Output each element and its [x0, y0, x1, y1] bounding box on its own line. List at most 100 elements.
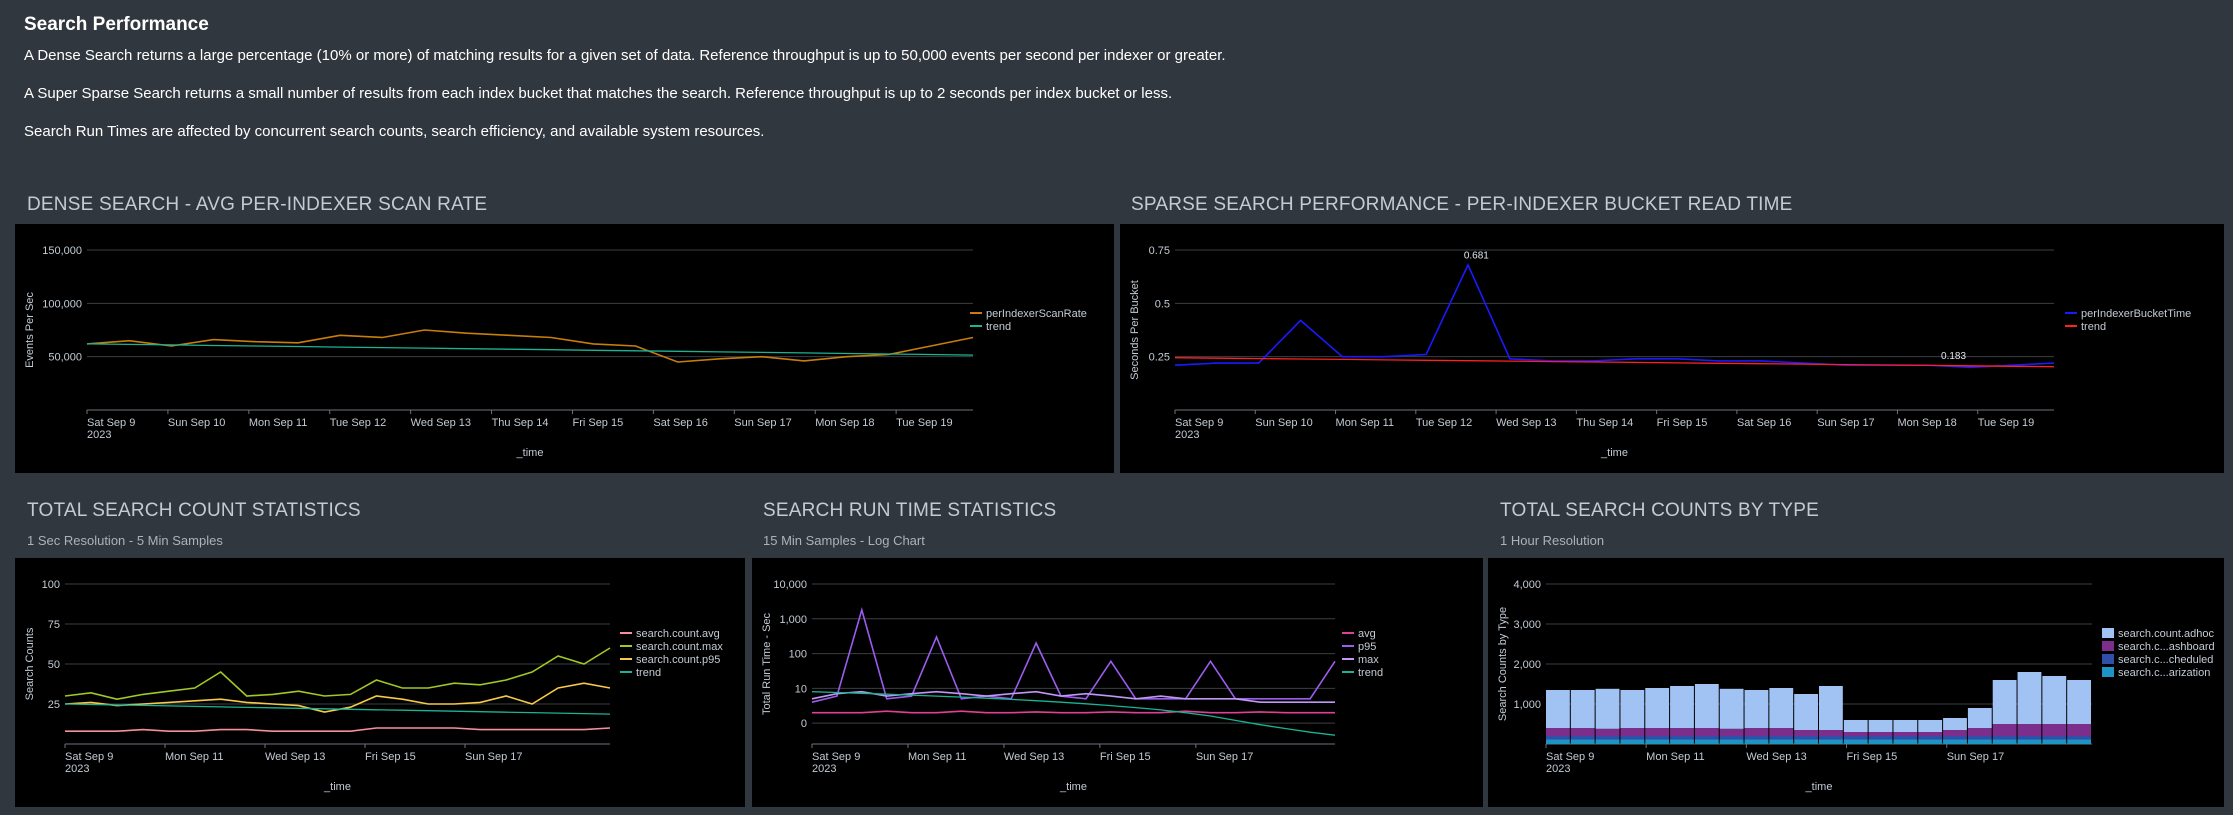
- series-line-search-count-avg: [65, 727, 611, 732]
- search-count-stats-chart[interactable]: 25 50 75 100 Sat Sep 9 Mon Sep 11 Wed Sep 13 Fr…: [15, 558, 745, 807]
- legend-swatch-search-count-adhoc: [2102, 628, 2114, 638]
- x-tick-label-sun-sep-17: Sun Sep 17: [734, 417, 792, 429]
- intro-paragraph-sparse: A Super Sparse Search returns a small nu…: [24, 85, 1173, 102]
- x-tick-label-sun-sep-17: Sun Sep 17: [1817, 417, 1875, 429]
- y-tick-label-100: 100: [42, 579, 60, 591]
- x-tick-label-mon-sep-18: Mon Sep 18: [1897, 417, 1956, 429]
- area-segment: [1570, 739, 1595, 744]
- search-counts-by-type-chart[interactable]: 1,000 2,000 3,000 4,000 Sat Sep 9 Mon Sep 11 W…: [1488, 558, 2224, 807]
- area-segment: [1794, 739, 1818, 744]
- y-tick-label-0-5: 0.5: [1155, 298, 1170, 310]
- area-segment: [1570, 736, 1595, 740]
- intro-paragraph-runtime: Search Run Times are affected by concurr…: [24, 123, 765, 140]
- series-line-search-count-p95: [64, 682, 611, 713]
- x-axis-title: _time: [516, 447, 544, 459]
- legend-label-search-c-ashboard: search.c...ashboard: [2118, 641, 2215, 653]
- x-tick-label-sun-sep-10: Sun Sep 10: [168, 417, 226, 429]
- area-segment: [1694, 739, 1719, 744]
- sparse-bucket-time-chart[interactable]: 0.25 0.5 0.75 Sat Sep 9 Sun Sep 10 Mon Sep 11…: [1120, 224, 2224, 473]
- series-line-avg: [812, 710, 1335, 714]
- series-line-trend: [811, 691, 1336, 736]
- x-tick-label-mon-sep-11: Mon Sep 11: [165, 751, 224, 763]
- chart-panel-search-counts-by-type[interactable]: 1,000 2,000 3,000 4,000 Sat Sep 9 Mon Sep 11 W…: [1488, 558, 2224, 807]
- y-tick-label-3-000: 3,000: [1513, 619, 1541, 631]
- chart-panel-sparse-bucket-time[interactable]: 0.25 0.5 0.75 Sat Sep 9 Sun Sep 10 Mon Sep 11…: [1120, 224, 2224, 473]
- legend-label-trend: trend: [986, 321, 1011, 333]
- data-label-0-681: 0.681: [1464, 251, 1489, 262]
- area-segment: [1570, 690, 1595, 728]
- panel-title-sparse-bucket-time: SPARSE SEARCH PERFORMANCE - PER-INDEXER …: [1131, 194, 1793, 215]
- series-line-p95: [811, 606, 1336, 703]
- dashboard-intro: Search Performance A Dense Search return…: [24, 14, 2204, 162]
- area-segment: [1868, 739, 1893, 744]
- area-segment: [1943, 736, 1967, 740]
- y-tick-label-50: 50: [48, 659, 60, 671]
- dense-scan-rate-chart[interactable]: 50,000 100,000 150,000 Sat Sep 9 Sun Sep 10 M…: [15, 224, 1114, 473]
- y-axis-title: Search Counts by Type: [1497, 607, 1509, 721]
- legend-label-search-c-arization: search.c...arization: [2118, 667, 2210, 679]
- x-tick-label-thu-sep-14: Thu Sep 14: [1576, 417, 1633, 429]
- x-tick-label-sun-sep-17: Sun Sep 17: [1947, 751, 2005, 763]
- area-segment: [1546, 728, 1570, 736]
- run-time-stats-chart[interactable]: 0 10 100 1,000 10,000 Sat Sep 9 Mon Sep 11 Wed …: [752, 558, 1483, 807]
- area-segment: [1620, 736, 1645, 740]
- area-segment: [1967, 736, 1992, 740]
- area-segment: [1794, 730, 1818, 736]
- x-tick-label-fri-sep-15: Fri Sep 15: [572, 417, 623, 429]
- area-segment: [1595, 739, 1620, 744]
- area-segment: [1868, 736, 1893, 740]
- x-tick-label-sat-sep-9: Sat Sep 9: [1546, 751, 1594, 763]
- area-segment: [1843, 739, 1868, 744]
- y-tick-label-1-000: 1,000: [1513, 699, 1541, 711]
- area-segment: [1645, 736, 1670, 740]
- legend-label-trend: trend: [2081, 321, 2106, 333]
- area-segment: [1694, 736, 1719, 740]
- panel-subtitle-search-counts-by-type: 1 Hour Resolution: [1500, 533, 1605, 548]
- area-segment: [1620, 690, 1645, 728]
- area-segment: [1645, 728, 1670, 736]
- x-tick-label-mon-sep-11: Mon Sep 11: [1646, 751, 1705, 763]
- area-segment: [1843, 732, 1868, 736]
- series-line-search-count-max: [64, 647, 611, 701]
- chart-panel-dense-scan-rate[interactable]: 50,000 100,000 150,000 Sat Sep 9 Sun Sep 10 M…: [15, 224, 1114, 473]
- legend-label-search-c-cheduled: search.c...cheduled: [2118, 654, 2213, 666]
- x-tick-year-label: 2023: [87, 429, 111, 441]
- y-tick-label-4-000: 4,000: [1513, 579, 1541, 591]
- chart-panel-run-time-stats[interactable]: 0 10 100 1,000 10,000 Sat Sep 9 Mon Sep 11 Wed …: [752, 558, 1483, 807]
- area-segment: [2042, 736, 2067, 740]
- area-segment: [1595, 688, 1620, 729]
- legend-label-search-count-p95: search.count.p95: [636, 654, 720, 666]
- series-line-trend: [1174, 357, 2055, 368]
- area-segment: [1744, 739, 1769, 744]
- legend-label-p95: p95: [1358, 641, 1376, 653]
- area-segment: [1546, 690, 1570, 728]
- x-tick-year-label: 2023: [1546, 763, 1570, 775]
- area-segment: [1893, 720, 1918, 732]
- x-tick-label-sat-sep-9: Sat Sep 9: [87, 417, 135, 429]
- area-segment: [1744, 728, 1769, 736]
- area-segment: [1694, 728, 1719, 736]
- x-tick-label-tue-sep-12: Tue Sep 12: [1416, 417, 1472, 429]
- area-segment: [1645, 739, 1670, 744]
- intro-paragraph-dense: A Dense Search returns a large percentag…: [24, 47, 1226, 64]
- x-tick-label-mon-sep-11: Mon Sep 11: [908, 751, 967, 763]
- panel-title-search-counts-by-type: TOTAL SEARCH COUNTS BY TYPE: [1500, 500, 1819, 521]
- area-segment: [1918, 732, 1943, 736]
- x-tick-year-label: 2023: [812, 763, 836, 775]
- area-segment: [1893, 739, 1918, 744]
- area-segment: [1943, 730, 1967, 736]
- area-segment: [1744, 736, 1769, 740]
- area-segment: [1620, 739, 1645, 744]
- y-tick-label-25: 25: [48, 699, 60, 711]
- x-tick-label-mon-sep-18: Mon Sep 18: [815, 417, 874, 429]
- area-segment: [1595, 728, 1620, 736]
- series-line-trend: [64, 703, 611, 715]
- x-tick-label-tue-sep-19: Tue Sep 19: [896, 417, 952, 429]
- chart-panel-search-count-stats[interactable]: 25 50 75 100 Sat Sep 9 Mon Sep 11 Wed Sep 13 Fr…: [15, 558, 745, 807]
- area-segment: [1719, 688, 1744, 729]
- legend-label-trend: trend: [1358, 667, 1383, 679]
- x-tick-label-sat-sep-16: Sat Sep 16: [1737, 417, 1791, 429]
- area-segment: [1719, 739, 1744, 744]
- area-segment: [1769, 728, 1794, 736]
- legend-label-perindexerscanrate: perIndexerScanRate: [986, 308, 1087, 320]
